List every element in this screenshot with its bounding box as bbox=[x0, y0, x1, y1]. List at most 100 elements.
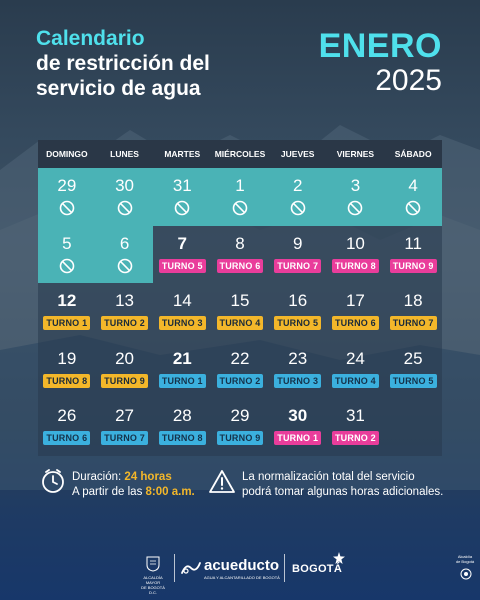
day-number: 18 bbox=[403, 291, 423, 311]
turno-badge: TURNO 1 bbox=[43, 316, 91, 331]
day-number: 13 bbox=[115, 291, 135, 311]
day-number: 30 bbox=[115, 176, 135, 195]
turno-badge: TURNO 6 bbox=[331, 316, 379, 331]
alcaldia-shield-icon bbox=[146, 556, 160, 572]
calendar-day-cell: 25 TURNO 5 bbox=[384, 341, 442, 399]
calendar-day-cell: 23 TURNO 3 bbox=[269, 341, 327, 399]
calendar-day-cell: 22 TURNO 2 bbox=[211, 341, 269, 399]
turno-badge: TURNO 8 bbox=[43, 373, 91, 388]
calendar-day-cell: 27 TURNO 7 bbox=[96, 398, 154, 456]
calendar-day-cell: 20 TURNO 9 bbox=[96, 341, 154, 399]
no-service-icon bbox=[59, 258, 75, 274]
year-label: 2025 bbox=[375, 64, 442, 97]
turno-badge: TURNO 9 bbox=[216, 431, 264, 446]
logo-divider-1 bbox=[174, 554, 175, 582]
turno-badge: TURNO 4 bbox=[216, 316, 264, 331]
day-number: 20 bbox=[115, 348, 135, 368]
no-service-icon bbox=[405, 200, 421, 216]
start-time-text: A partir de las 8:00 a.m. bbox=[72, 485, 195, 499]
clock-icon bbox=[42, 469, 64, 493]
turno-badge: TURNO 8 bbox=[331, 258, 379, 273]
calendar-day-cell: 6 bbox=[95, 225, 154, 284]
calendar-grid: 29 30 31 1 2 3 4 5 6 7 TURNO 5 8 TURNO 6 9 TURNO 7 10 TU… bbox=[38, 168, 442, 456]
turno-badge: TURNO 9 bbox=[101, 373, 149, 388]
calendar-day-cell bbox=[384, 398, 442, 456]
calendar-day-cell: 2 bbox=[268, 168, 327, 226]
calendar-day-cell: 13 TURNO 2 bbox=[96, 283, 154, 341]
calendar-day-cell: 11 TURNO 9 bbox=[384, 226, 442, 284]
day-number: 31 bbox=[172, 176, 192, 195]
alcaldia-side-icon bbox=[460, 568, 472, 580]
calendar-day-cell: 9 TURNO 7 bbox=[269, 226, 327, 284]
warning-icon bbox=[209, 470, 235, 493]
turno-badge: TURNO 7 bbox=[101, 431, 149, 446]
calendar-day-cell: 1 bbox=[211, 168, 269, 226]
side-line-1: Alcaldía bbox=[457, 554, 473, 559]
day-number: 30 bbox=[288, 406, 308, 426]
calendar-day-cell: 30 TURNO 1 bbox=[269, 398, 327, 456]
title-line-1: Calendario bbox=[36, 27, 145, 50]
day-number: 1 bbox=[235, 176, 245, 195]
turno-badge: TURNO 5 bbox=[158, 258, 206, 273]
turno-badge: TURNO 3 bbox=[274, 373, 322, 388]
turno-badge: TURNO 7 bbox=[389, 316, 437, 331]
calendar-day-cell: 31 bbox=[153, 168, 212, 226]
day-number: 11 bbox=[404, 233, 422, 253]
day-number: 4 bbox=[408, 176, 418, 195]
day-number: 27 bbox=[115, 406, 135, 426]
calendar-day-cell: 10 TURNO 8 bbox=[327, 226, 385, 284]
alcaldia-line-1: ALCALDÍA MAYOR bbox=[143, 575, 163, 585]
day-number: 26 bbox=[57, 406, 77, 426]
duration-value: 24 horas bbox=[124, 471, 172, 483]
turno-badge: TURNO 5 bbox=[274, 316, 322, 331]
alcaldia-side-text: Alcaldía de Bogotá bbox=[455, 554, 475, 564]
calendar-day-cell: 18 TURNO 7 bbox=[384, 283, 442, 341]
no-service-icon bbox=[232, 200, 248, 216]
logo-bar: ALCALDÍA MAYOR DE BOGOTÁ D.C. acueducto … bbox=[0, 548, 480, 595]
turno-badge: TURNO 8 bbox=[158, 431, 206, 446]
no-service-icon bbox=[117, 200, 133, 216]
day-number: 22 bbox=[230, 348, 250, 368]
duration-label: Duración: bbox=[72, 471, 125, 483]
calendar-day-cell: 26 TURNO 6 bbox=[38, 398, 96, 456]
turno-badge: TURNO 3 bbox=[158, 316, 206, 331]
title-line-3: servicio de agua bbox=[36, 77, 201, 100]
calendar-day-cell: 19 TURNO 8 bbox=[38, 341, 96, 399]
day-number: 21 bbox=[172, 348, 192, 368]
day-number: 6 bbox=[119, 233, 130, 253]
calendar-day-cell: 15 TURNO 4 bbox=[211, 283, 269, 341]
day-number: 29 bbox=[57, 176, 77, 195]
day-number: 16 bbox=[288, 291, 308, 311]
weekday-sunday: DOMINGO bbox=[46, 149, 88, 159]
alcaldia-text: ALCALDÍA MAYOR DE BOGOTÁ D.C. bbox=[137, 575, 169, 595]
day-number: 24 bbox=[345, 348, 365, 368]
weekday-monday: LUNES bbox=[110, 149, 139, 159]
weekday-thursday: JUEVES bbox=[280, 149, 315, 159]
no-service-icon bbox=[347, 200, 363, 216]
day-number: 3 bbox=[350, 176, 361, 195]
calendar-day-cell: 17 TURNO 6 bbox=[327, 283, 385, 341]
calendar-day-cell: 14 TURNO 3 bbox=[153, 283, 211, 341]
calendar-day-cell: 24 TURNO 4 bbox=[327, 341, 385, 399]
day-number: 29 bbox=[230, 406, 250, 426]
weekday-saturday: SÁBADO bbox=[394, 149, 432, 159]
calendar-day-cell: 29 TURNO 9 bbox=[211, 398, 269, 456]
note-line-2: podrá tomar algunas horas adicionales. bbox=[242, 486, 444, 498]
bogota-star-icon bbox=[333, 552, 345, 564]
title-line-2: de restricción del bbox=[36, 52, 210, 75]
month-year: ENERO 2025 bbox=[319, 28, 442, 98]
turno-badge: TURNO 6 bbox=[43, 431, 91, 446]
logo-divider-2 bbox=[284, 554, 285, 582]
calendar-day-cell: 31 TURNO 2 bbox=[327, 398, 385, 456]
month-label: ENERO bbox=[318, 27, 442, 65]
no-service-icon bbox=[59, 200, 75, 216]
side-line-2: de Bogotá bbox=[455, 559, 475, 564]
no-service-icon bbox=[174, 200, 190, 216]
alcaldia-line-2: DE BOGOTÁ D.C. bbox=[141, 585, 165, 595]
day-number: 25 bbox=[403, 348, 423, 368]
day-number: 19 bbox=[57, 348, 77, 368]
weekday-friday: VIERNES bbox=[336, 149, 375, 159]
calendar: DOMINGO LUNES MARTES MIÉRCOLES JUEVES VI… bbox=[38, 140, 442, 456]
calendar-day-cell: 4 bbox=[384, 168, 442, 226]
calendar-day-cell: 21 TURNO 1 bbox=[153, 341, 211, 399]
